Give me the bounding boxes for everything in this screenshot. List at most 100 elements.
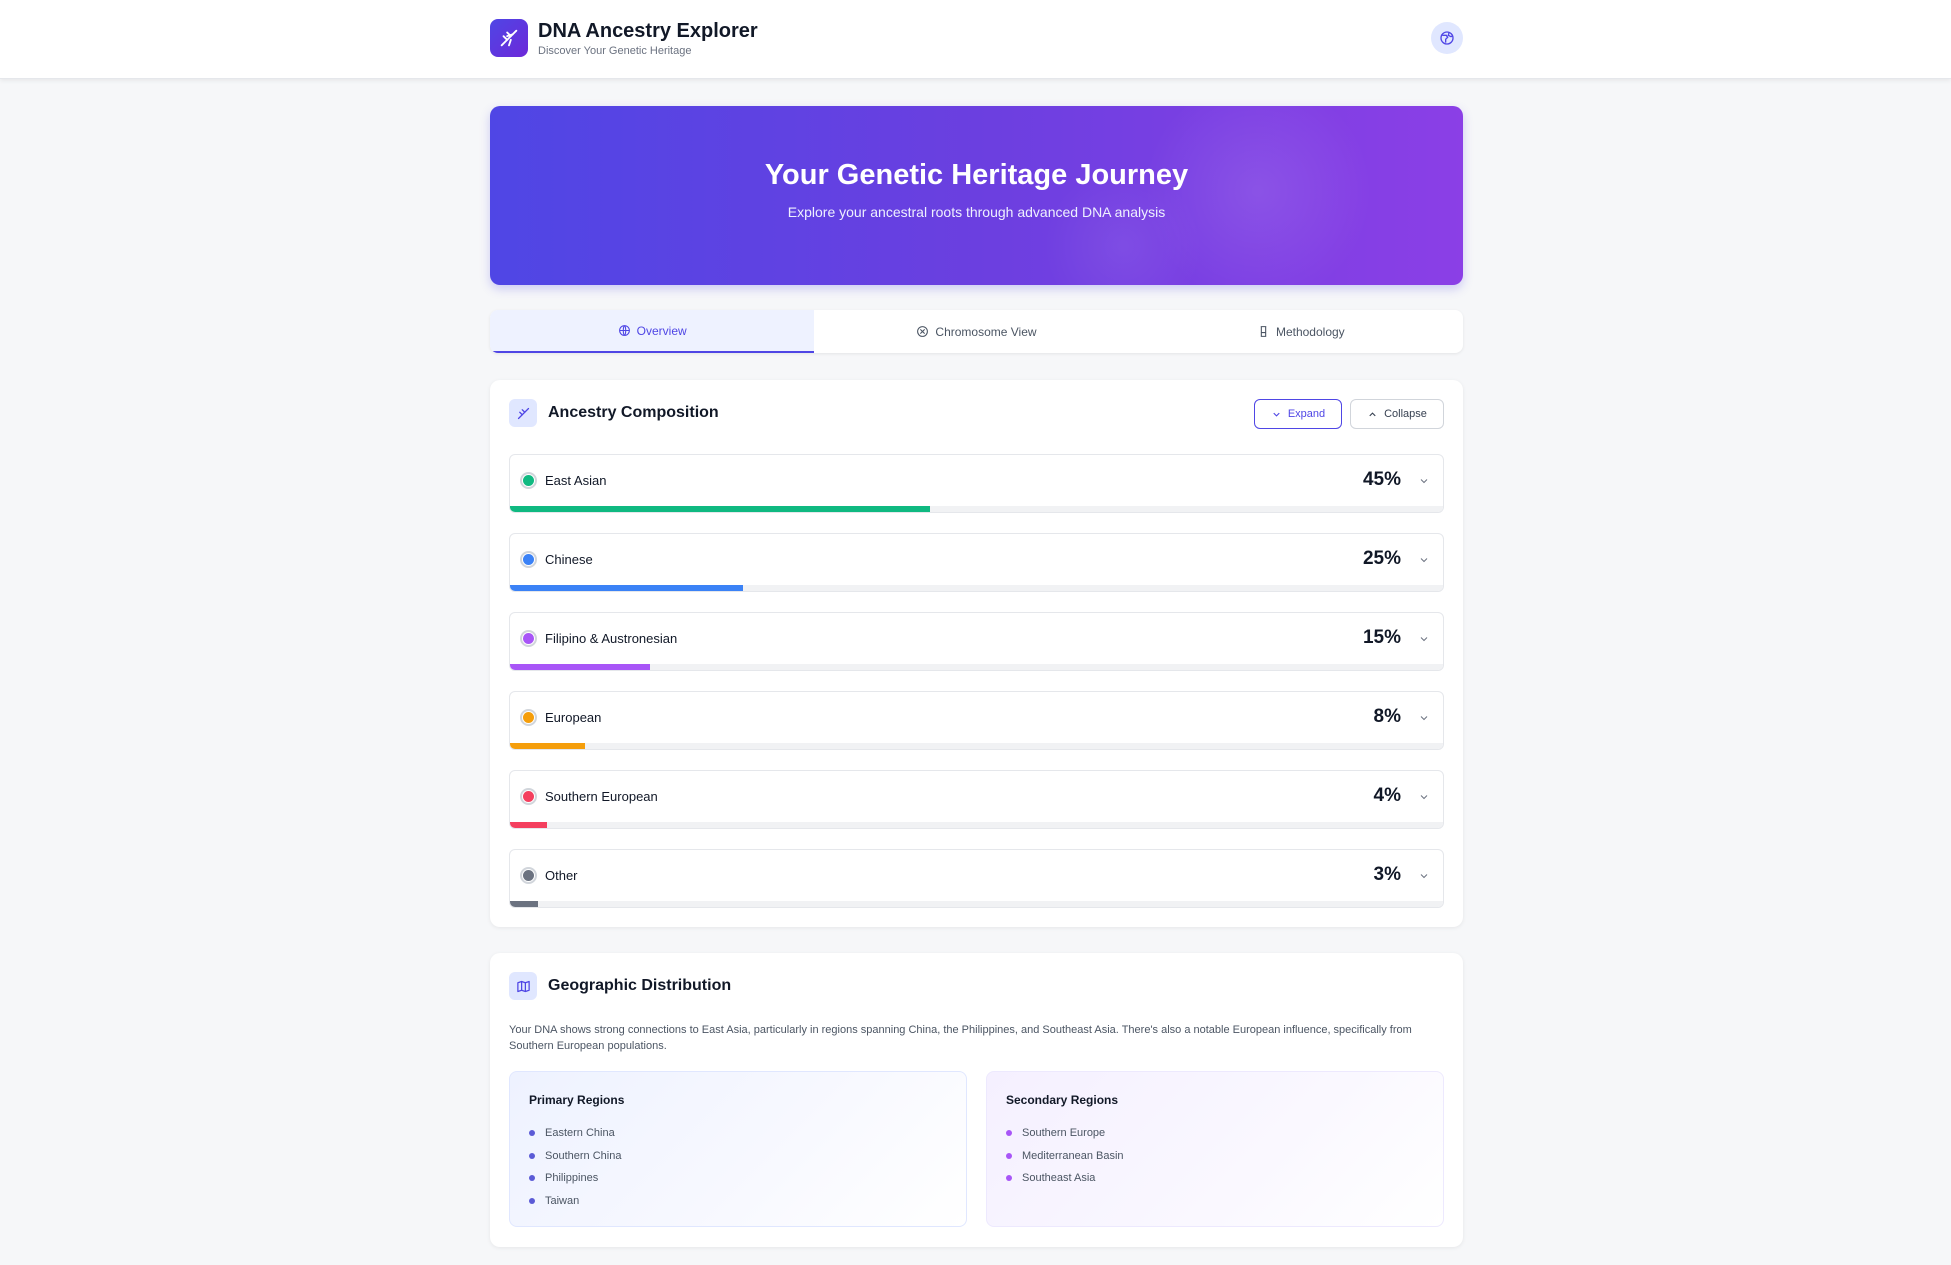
tab-label: Chromosome View	[935, 324, 1037, 339]
tab-label: Overview	[636, 323, 687, 338]
chevron-down-icon[interactable]	[1418, 475, 1430, 487]
ancestry-row[interactable]: East Asian 45%	[509, 454, 1444, 513]
color-dot	[520, 472, 537, 489]
region-name: Southern China	[545, 1149, 622, 1162]
progress-fill	[510, 664, 650, 670]
progress-track	[510, 664, 1443, 670]
tab-chromosome-view[interactable]: Chromosome View	[814, 310, 1138, 353]
bullet	[529, 1130, 535, 1137]
app-subtitle: Discover Your Genetic Heritage	[538, 44, 692, 57]
expand-label: Expand	[1287, 408, 1326, 420]
chevron-down-icon[interactable]	[1418, 633, 1430, 645]
section-title: Ancestry Composition	[548, 404, 719, 421]
ancestry-label: Other	[545, 868, 578, 883]
primary-regions-box: Primary Regions Eastern China Southern C…	[509, 1071, 967, 1227]
ancestry-row[interactable]: Other 3%	[509, 849, 1444, 908]
ancestry-label: Southern European	[545, 789, 658, 804]
ancestry-label: European	[545, 710, 602, 725]
ancestry-percent: 3%	[1373, 864, 1401, 885]
ancestry-row[interactable]: Chinese 25%	[509, 533, 1444, 592]
brand: DNA Ancestry Explorer Discover Your Gene…	[490, 19, 758, 57]
ancestry-row[interactable]: European 8%	[509, 691, 1444, 750]
list-item: Taiwan	[529, 1190, 621, 1213]
region-name: Philippines	[545, 1172, 599, 1185]
chevron-down-icon[interactable]	[1418, 712, 1430, 724]
region-name: Southeast Asia	[1022, 1172, 1096, 1185]
ancestry-composition-card: Ancestry Composition Expand Collapse Eas…	[490, 380, 1463, 927]
hero-banner: Your Genetic Heritage Journey Explore yo…	[490, 106, 1463, 285]
globe-icon	[618, 324, 631, 337]
progress-track	[510, 585, 1443, 591]
ancestry-row[interactable]: Southern European 4%	[509, 770, 1444, 829]
hero-subtitle: Explore your ancestral roots through adv…	[787, 204, 1166, 220]
bullet	[529, 1175, 535, 1182]
progress-fill	[510, 901, 538, 907]
progress-fill	[510, 585, 744, 591]
ancestry-list: East Asian 45% Chinese 25% Filipino & Au…	[509, 454, 1444, 928]
tab-methodology[interactable]: Methodology	[1139, 310, 1463, 353]
region-title: Primary Regions	[529, 1093, 625, 1107]
hero-decoration	[1043, 166, 1203, 285]
chevron-down-icon	[1271, 409, 1282, 420]
ancestry-percent: 8%	[1373, 706, 1401, 727]
region-name: Southern Europe	[1022, 1127, 1106, 1140]
globe-icon	[1439, 30, 1455, 46]
progress-track	[510, 506, 1443, 512]
chevron-up-icon	[1367, 409, 1378, 420]
section-title: Geographic Distribution	[548, 977, 732, 994]
tab-overview[interactable]: Overview	[490, 310, 815, 353]
geographic-distribution-card: Geographic Distribution Your DNA shows s…	[490, 953, 1463, 1247]
progress-fill	[510, 506, 930, 512]
chevron-down-icon[interactable]	[1418, 791, 1430, 803]
collapse-button[interactable]: Collapse	[1350, 399, 1444, 429]
expand-button[interactable]: Expand	[1254, 399, 1342, 429]
tab-bar: Overview Chromosome View Methodology	[490, 310, 1463, 353]
map-icon	[509, 972, 537, 1000]
list-item: Philippines	[529, 1167, 621, 1190]
app-header: DNA Ancestry Explorer Discover Your Gene…	[0, 0, 1951, 79]
list-item: Southeast Asia	[1006, 1167, 1124, 1190]
dna-icon	[509, 399, 537, 427]
color-dot	[520, 788, 537, 805]
hero-decoration	[1143, 106, 1373, 285]
progress-fill	[510, 743, 585, 749]
ancestry-percent: 45%	[1362, 469, 1401, 490]
list-item: Southern China	[529, 1145, 621, 1168]
region-list: Southern Europe Mediterranean Basin Sout…	[1006, 1122, 1124, 1190]
ancestry-label: Filipino & Austronesian	[545, 631, 678, 646]
chevron-down-icon[interactable]	[1418, 554, 1430, 566]
region-name: Mediterranean Basin	[1022, 1149, 1124, 1162]
bullet	[1006, 1152, 1012, 1159]
region-name: Eastern China	[545, 1127, 615, 1140]
ancestry-row[interactable]: Filipino & Austronesian 15%	[509, 612, 1444, 671]
color-dot	[520, 551, 537, 568]
region-title: Secondary Regions	[1006, 1093, 1119, 1107]
progress-track	[510, 743, 1443, 749]
secondary-regions-box: Secondary Regions Southern Europe Medite…	[986, 1071, 1444, 1227]
color-dot	[520, 630, 537, 647]
progress-track	[510, 901, 1443, 907]
bullet	[529, 1152, 535, 1159]
geo-description: Your DNA shows strong connections to Eas…	[509, 1024, 1412, 1052]
chevron-down-icon[interactable]	[1418, 870, 1430, 882]
profile-button[interactable]	[1431, 22, 1463, 54]
ancestry-percent: 15%	[1362, 627, 1401, 648]
region-name: Taiwan	[545, 1194, 580, 1207]
tab-label: Methodology	[1275, 324, 1345, 339]
color-dot	[520, 867, 537, 884]
bullet	[1006, 1175, 1012, 1182]
region-list: Eastern China Southern China Philippines…	[529, 1122, 621, 1212]
list-item: Mediterranean Basin	[1006, 1145, 1124, 1168]
chromosome-icon	[916, 325, 929, 338]
dna-icon	[490, 19, 528, 57]
progress-fill	[510, 822, 548, 828]
list-item: Southern Europe	[1006, 1122, 1124, 1145]
hero-title: Your Genetic Heritage Journey	[764, 159, 1189, 191]
bullet	[529, 1197, 535, 1204]
flask-icon	[1257, 325, 1270, 338]
ancestry-label: East Asian	[545, 473, 607, 488]
list-item: Eastern China	[529, 1122, 621, 1145]
ancestry-label: Chinese	[545, 552, 593, 567]
ancestry-percent: 25%	[1362, 548, 1401, 569]
ancestry-percent: 4%	[1373, 785, 1401, 806]
